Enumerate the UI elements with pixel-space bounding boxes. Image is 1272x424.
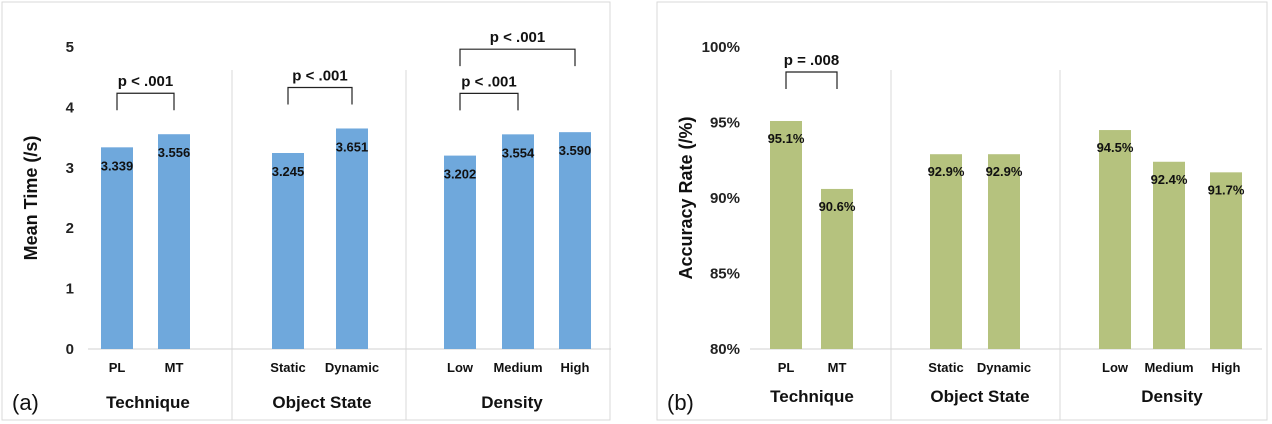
group-label: Technique <box>770 387 854 406</box>
significance-label: p < .001 <box>292 67 347 84</box>
bar <box>158 134 190 349</box>
bar <box>1153 161 1185 349</box>
data-label: 92.9% <box>928 164 965 179</box>
category-label: Static <box>928 360 963 375</box>
category-label: Low <box>447 360 474 375</box>
data-label: 3.554 <box>502 145 535 160</box>
data-label: 90.6% <box>819 199 856 214</box>
category-label: Low <box>1102 360 1129 375</box>
bar <box>770 120 802 350</box>
significance-label: p < .001 <box>118 73 173 90</box>
significance-bracket <box>459 92 519 111</box>
bar <box>821 188 853 349</box>
y-axis-label: Accuracy Rate (/%) <box>676 116 696 279</box>
significance-label: p < .001 <box>461 73 516 90</box>
category-label: PL <box>109 360 126 375</box>
category-label: PL <box>778 360 795 375</box>
category-label: Medium <box>493 360 542 375</box>
panel-label: (b) <box>667 390 694 415</box>
y-tick-label: 100% <box>702 39 740 56</box>
group-label: Technique <box>106 393 190 412</box>
data-label: 3.651 <box>336 139 369 154</box>
category-label: Medium <box>1144 360 1193 375</box>
bar <box>930 154 962 349</box>
y-tick-label: 90% <box>710 190 740 207</box>
data-label: 3.590 <box>559 143 592 158</box>
significance-bracket <box>287 86 353 105</box>
bar <box>1099 130 1131 349</box>
bar <box>101 147 133 349</box>
bar <box>988 154 1020 349</box>
panel-a: 0 1 2 3 4 5 Mean Time (/s) (a) 3.339 PL 3.556 MT Tec… <box>12 29 611 420</box>
significance-label: p = .008 <box>784 52 839 69</box>
bar <box>559 132 591 349</box>
data-label: 3.245 <box>272 164 305 179</box>
y-tick-label: 0 <box>66 341 74 358</box>
data-label: 3.202 <box>444 167 477 182</box>
y-tick-label: 5 <box>66 39 74 56</box>
category-label: Dynamic <box>325 360 379 375</box>
data-label: 92.9% <box>986 164 1023 179</box>
significance-bracket <box>116 92 175 111</box>
bar <box>1210 172 1242 349</box>
group-label: Density <box>1141 387 1203 406</box>
category-label: MT <box>828 360 847 375</box>
category-label: MT <box>165 360 184 375</box>
y-tick-label: 3 <box>66 160 74 177</box>
bar <box>336 128 368 349</box>
data-label: 92.4% <box>1151 172 1188 187</box>
y-tick-label: 2 <box>66 220 74 237</box>
y-tick-label: 95% <box>710 115 740 132</box>
data-label: 3.556 <box>158 145 191 160</box>
significance-bracket <box>785 71 838 89</box>
significance-label: p < .001 <box>490 29 545 46</box>
data-label: 91.7% <box>1208 182 1245 197</box>
bar <box>502 134 534 349</box>
panel-label: (a) <box>12 390 39 415</box>
group-label: Object State <box>930 387 1029 406</box>
category-label: Dynamic <box>977 360 1031 375</box>
data-label: 94.5% <box>1097 140 1134 155</box>
y-tick-label: 1 <box>66 281 74 298</box>
y-tick-label: 4 <box>66 99 75 116</box>
data-label: 95.1% <box>768 131 805 146</box>
significance-bracket <box>459 48 576 67</box>
group-label: Object State <box>272 393 371 412</box>
data-label: 3.339 <box>101 158 134 173</box>
category-label: Static <box>270 360 305 375</box>
y-tick-label: 85% <box>710 266 740 283</box>
y-axis-label: Mean Time (/s) <box>21 136 41 261</box>
category-label: High <box>561 360 590 375</box>
group-label: Density <box>481 393 543 412</box>
category-label: High <box>1212 360 1241 375</box>
panel-b: 80% 85% 90% 95% 100% Accuracy Rate (/%) (b) 95.… <box>667 39 1262 420</box>
bar <box>272 153 304 349</box>
y-tick-label: 80% <box>710 341 740 358</box>
bar <box>444 155 476 349</box>
